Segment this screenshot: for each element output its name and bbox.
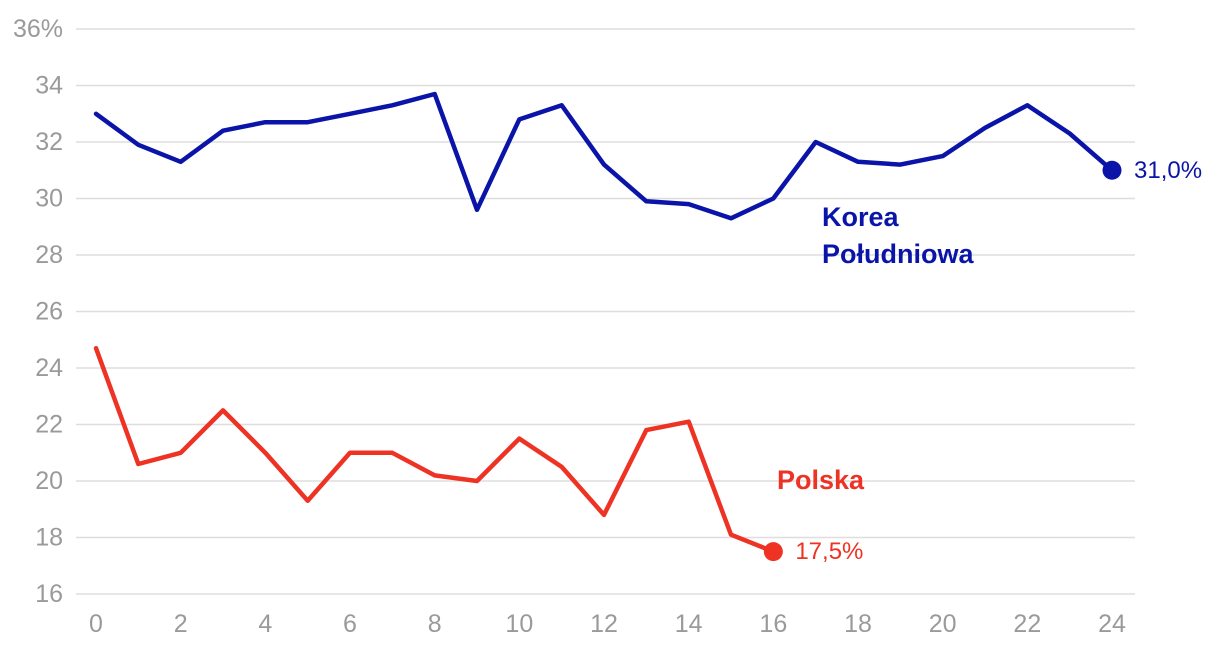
y-tick-label: 36% [13,15,63,43]
y-tick-label: 26 [35,298,63,326]
y-tick-label: 16 [35,580,63,608]
x-tick-label: 4 [258,610,272,638]
x-tick-label: 22 [1013,610,1041,638]
annotations: 31,0% 17,5% Korea Południowa Polska [777,157,1202,565]
series-name-line: Korea [822,202,900,232]
series-layer [93,91,1122,562]
series-end-point-0 [1102,160,1122,180]
x-tick-label: 8 [428,610,442,638]
y-tick-label: 20 [35,467,63,495]
x-tick-label: 24 [1098,610,1126,638]
x-tick-label: 6 [343,610,357,638]
series-line-1 [93,345,776,554]
x-tick-label: 20 [929,610,957,638]
series-end-value-label-1: 17,5% [795,538,863,565]
series-end-point-1 [763,542,783,562]
y-tick-label: 32 [35,128,63,156]
series-name-label-0: Korea Południowa [822,202,974,269]
x-tick-label: 14 [675,610,703,638]
x-tick-label: 2 [174,610,188,638]
series-end-value-label-0: 31,0% [1134,157,1202,184]
x-tick-label: 10 [505,610,533,638]
gridlines [76,28,1135,595]
x-tick-label: 18 [844,610,872,638]
series-name-label-1: Polska [777,465,865,495]
y-tick-label: 28 [35,241,63,269]
x-tick-label: 12 [590,610,618,638]
y-tick-label: 22 [35,411,63,439]
y-tick-label: 34 [35,72,63,100]
x-axis-ticks: 0 2 4 6 8 10 12 14 16 18 20 22 24 [89,610,1126,638]
series-line-0 [93,91,1115,221]
y-tick-label: 30 [35,185,63,213]
x-tick-label: 0 [89,610,103,638]
y-tick-label: 24 [35,354,63,382]
y-axis-ticks: 36% 34 32 30 28 26 24 22 20 18 16 [13,15,63,608]
series-name-line: Polska [777,465,865,495]
x-tick-label: 16 [759,610,787,638]
series-name-line: Południowa [822,239,974,269]
y-tick-label: 18 [35,524,63,552]
